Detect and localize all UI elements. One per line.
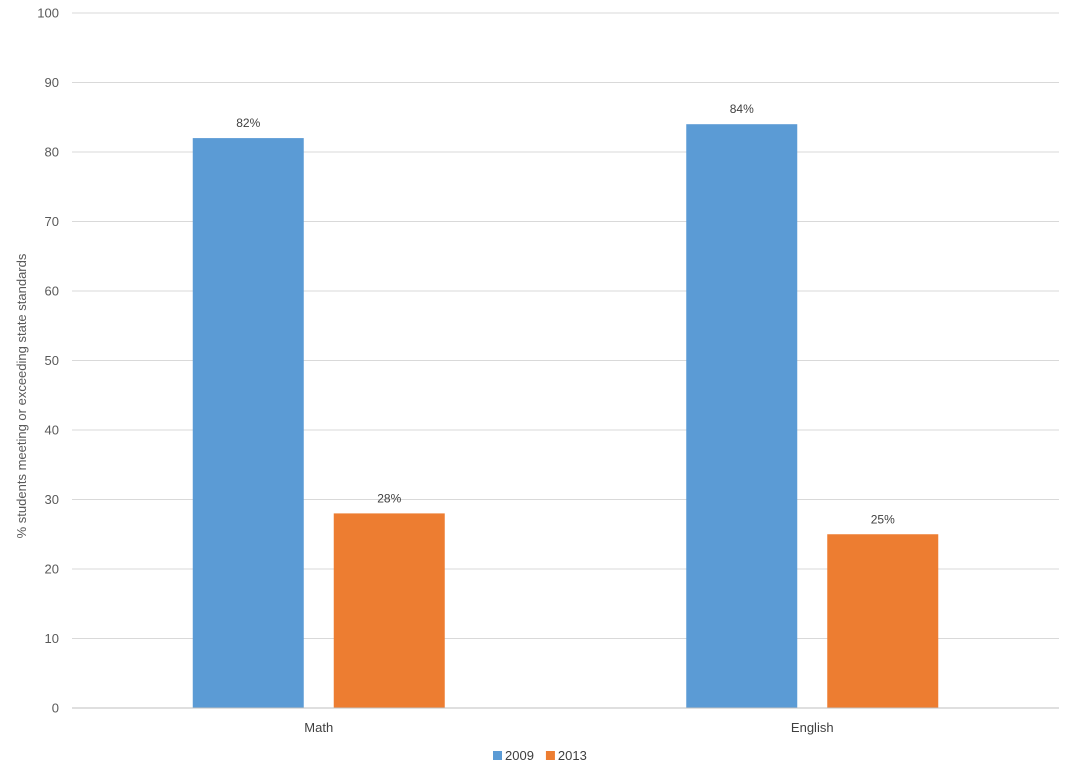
y-tick-label: 10 xyxy=(45,631,59,646)
bar-2013-english xyxy=(827,534,939,708)
x-category-label: Math xyxy=(304,720,333,735)
y-axis-label: % students meeting or exceeding state st… xyxy=(14,253,29,538)
x-category-label: English xyxy=(791,720,834,735)
y-tick-label: 70 xyxy=(45,214,59,229)
y-tick-label: 50 xyxy=(45,353,59,368)
legend: 2009 2013 xyxy=(493,748,587,763)
data-label: 28% xyxy=(377,491,401,505)
bar-2009-english xyxy=(686,124,798,708)
legend-label-2009: 2009 xyxy=(505,748,534,763)
legend-swatch-2013 xyxy=(545,751,555,760)
y-tick-label: 90 xyxy=(45,75,59,90)
x-axis-categories: Math English xyxy=(304,720,833,735)
data-label: 84% xyxy=(730,102,754,116)
y-tick-label: 40 xyxy=(45,423,59,438)
y-tick-label: 100 xyxy=(37,6,59,21)
bars xyxy=(192,124,939,709)
bar-2009-math xyxy=(192,138,304,709)
y-axis-ticks: 0 10 20 30 40 50 60 70 80 90 100 xyxy=(37,6,59,716)
data-label: 25% xyxy=(871,512,895,526)
y-tick-label: 20 xyxy=(45,562,59,577)
y-tick-label: 0 xyxy=(52,701,59,716)
data-label: 82% xyxy=(236,116,260,130)
y-tick-label: 80 xyxy=(45,145,59,160)
data-labels: 82% 28% 84% 25% xyxy=(236,102,895,526)
legend-swatch-2009 xyxy=(493,751,502,760)
y-tick-label: 60 xyxy=(45,284,59,299)
legend-label-2013: 2013 xyxy=(558,748,587,763)
y-tick-label: 30 xyxy=(45,492,59,507)
bar-2013-math xyxy=(333,513,445,708)
